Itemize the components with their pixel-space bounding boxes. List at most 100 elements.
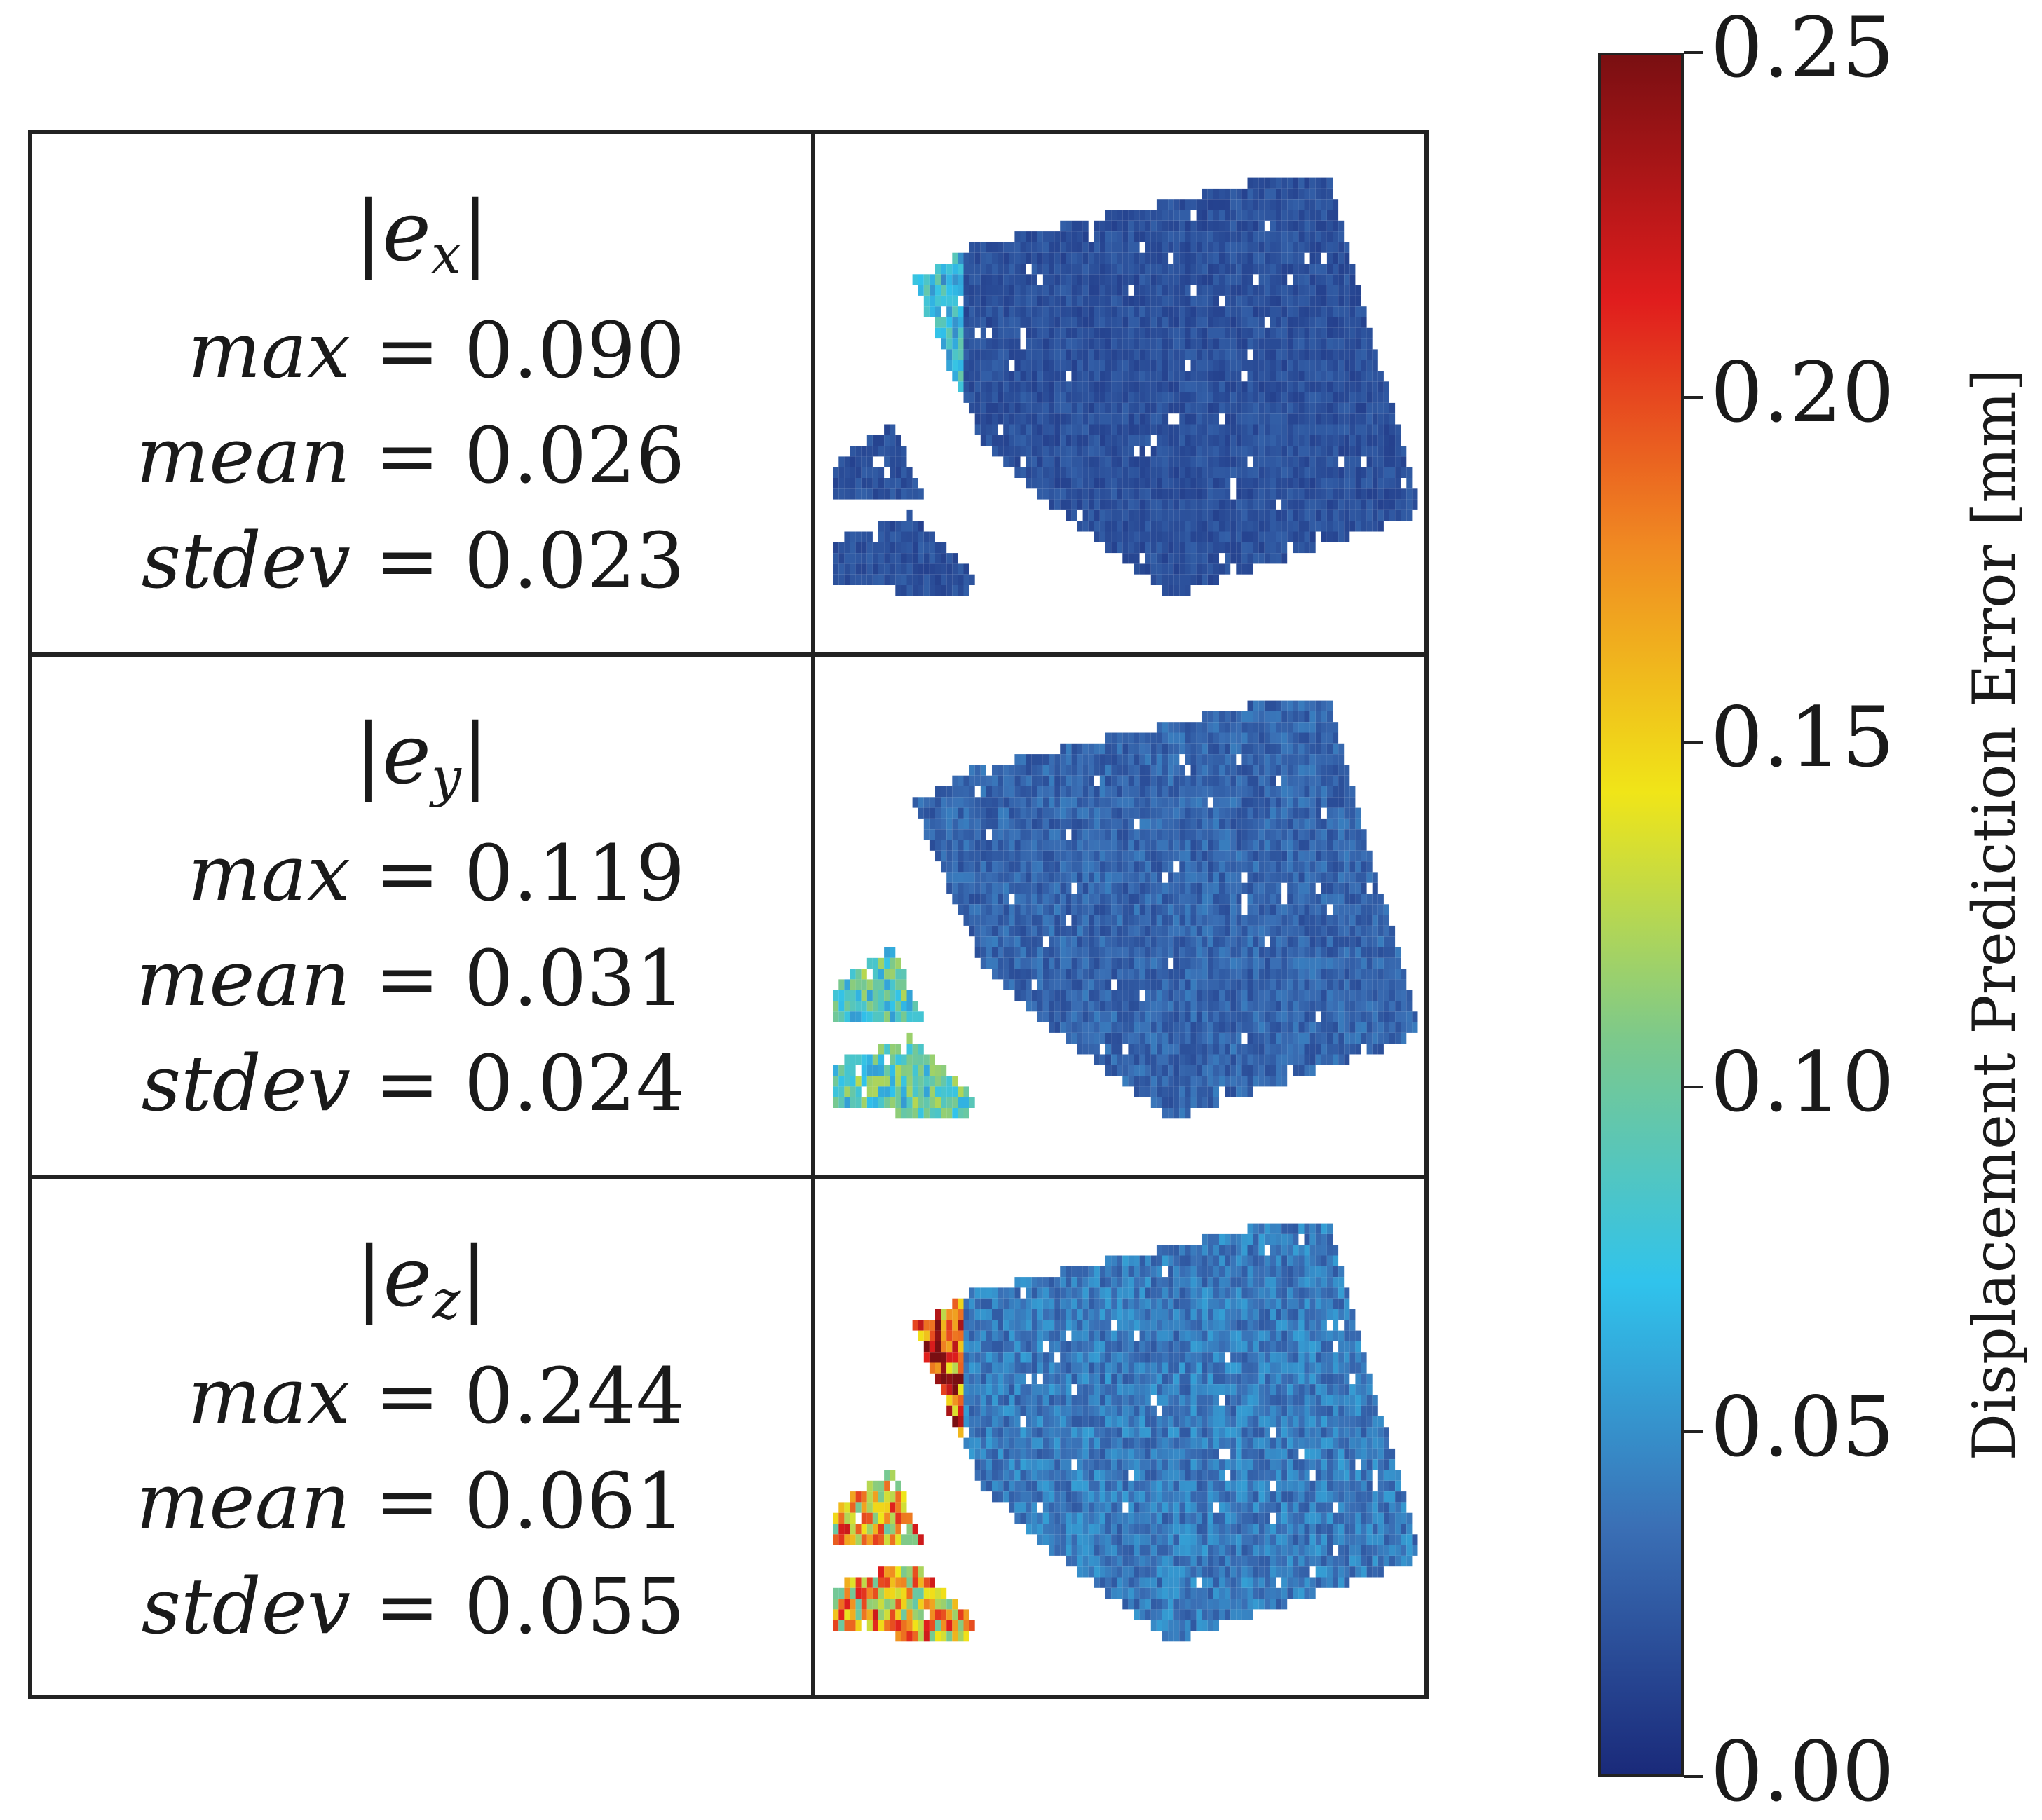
point-cloud-cell — [1315, 947, 1321, 958]
point-cloud-cell — [1117, 488, 1123, 500]
point-cloud-cell — [1122, 413, 1129, 425]
point-cloud-cell — [1054, 456, 1061, 467]
point-cloud-cell — [1060, 754, 1066, 765]
point-cloud-cell — [1026, 979, 1032, 990]
point-cloud-cell — [1060, 1001, 1066, 1012]
point-cloud-cell — [1162, 349, 1169, 360]
point-cloud-cell — [1202, 904, 1208, 915]
point-cloud-cell — [1066, 872, 1072, 883]
point-cloud-cell — [1042, 882, 1049, 894]
point-cloud-cell — [974, 413, 981, 425]
point-cloud-cell — [1338, 840, 1345, 851]
point-cloud-cell — [1207, 574, 1213, 585]
point-cloud-cell — [1128, 435, 1134, 446]
point-cloud-cell — [1236, 915, 1242, 926]
point-cloud-cell — [946, 786, 953, 798]
point-cloud-cell — [958, 317, 964, 328]
point-cloud-cell — [1258, 850, 1265, 862]
point-cloud-cell — [1383, 936, 1389, 947]
point-cloud-cell — [1026, 786, 1032, 798]
point-cloud-cell — [1315, 264, 1321, 275]
point-cloud-cell — [901, 1065, 907, 1076]
point-cloud-cell — [1094, 894, 1100, 905]
point-cloud-cell — [1071, 765, 1077, 776]
point-cloud-cell — [1099, 1054, 1105, 1065]
point-cloud-cell — [1071, 338, 1077, 350]
point-cloud-cell — [1219, 872, 1225, 883]
point-cloud-cell — [861, 531, 867, 542]
point-cloud-cell — [1315, 722, 1321, 733]
point-cloud-cell — [1190, 242, 1197, 253]
point-cloud-cell — [895, 456, 901, 467]
point-cloud-cell — [998, 818, 1004, 830]
point-cloud-cell — [1309, 765, 1316, 776]
point-cloud-cell — [1219, 1054, 1225, 1065]
point-cloud-cell — [1088, 840, 1094, 851]
point-cloud-cell — [1241, 188, 1248, 200]
point-cloud-cell — [1372, 371, 1378, 382]
point-cloud-cell — [1196, 829, 1202, 840]
point-cloud-cell — [1066, 252, 1072, 264]
point-cloud-cell — [1309, 947, 1316, 958]
point-cloud-cell — [1122, 1065, 1129, 1076]
point-cloud-cell — [1338, 264, 1345, 275]
point-cloud-cell — [1003, 274, 1009, 285]
point-cloud-cell — [1105, 754, 1112, 765]
point-cloud-cell — [1219, 711, 1225, 723]
point-cloud-cell — [1168, 1044, 1174, 1055]
point-cloud-cell — [1031, 338, 1037, 350]
point-cloud-cell — [1014, 371, 1021, 382]
point-cloud-cell — [1139, 1022, 1145, 1033]
point-cloud-cell — [1253, 210, 1259, 221]
point-cloud-cell — [1287, 840, 1293, 851]
point-cloud-cell — [1270, 456, 1276, 467]
point-cloud-cell — [1349, 285, 1356, 296]
point-cloud-cell — [1185, 861, 1191, 873]
point-cloud-cell — [1247, 700, 1253, 711]
point-cloud-cell — [1372, 979, 1378, 990]
point-cloud-cell — [1304, 872, 1310, 883]
point-cloud-cell — [1230, 467, 1237, 478]
point-cloud-cell — [946, 553, 953, 564]
point-cloud-cell — [1202, 402, 1208, 414]
point-cloud-cell — [1207, 732, 1213, 744]
point-cloud-cell — [1162, 850, 1169, 862]
point-cloud-cell — [890, 478, 896, 489]
point-cloud-cell — [1082, 349, 1089, 360]
point-cloud-cell — [1139, 807, 1145, 819]
point-cloud-cell — [1111, 882, 1117, 894]
point-cloud-cell — [890, 531, 896, 542]
point-cloud-cell — [1009, 338, 1015, 350]
point-cloud-cell — [1287, 424, 1293, 435]
point-cloud-cell — [1134, 264, 1140, 275]
point-cloud-cell — [1326, 807, 1333, 819]
point-cloud-cell — [1122, 797, 1129, 808]
point-cloud-cell — [1230, 915, 1237, 926]
point-cloud-cell — [855, 553, 862, 564]
point-cloud-cell — [1258, 1032, 1265, 1044]
point-cloud-cell — [998, 829, 1004, 840]
point-cloud-cell — [1309, 264, 1316, 275]
point-cloud-cell — [1281, 711, 1288, 723]
point-cloud-cell — [1156, 295, 1162, 307]
point-cloud-cell — [1134, 210, 1140, 221]
point-cloud-cell — [1173, 467, 1180, 478]
point-cloud-cell — [1293, 509, 1299, 521]
point-cloud-cell — [974, 915, 981, 926]
point-cloud-cell — [992, 818, 998, 830]
point-cloud-cell — [1134, 531, 1140, 542]
point-cloud-cell — [1321, 381, 1327, 392]
point-cloud-cell — [861, 1054, 867, 1065]
point-cloud-cell — [1026, 957, 1032, 969]
point-cloud-cell — [1264, 264, 1270, 275]
point-cloud-cell — [1406, 488, 1413, 500]
point-cloud-cell — [1321, 990, 1327, 1001]
point-cloud-cell — [1258, 467, 1265, 478]
point-cloud-cell — [1179, 882, 1185, 894]
heatmap-ex — [815, 134, 1429, 652]
point-cloud-cell — [1293, 765, 1299, 776]
point-cloud-cell — [1020, 317, 1026, 328]
point-cloud-cell — [895, 467, 901, 478]
point-cloud-cell — [980, 850, 986, 862]
point-cloud-cell — [1088, 947, 1094, 958]
